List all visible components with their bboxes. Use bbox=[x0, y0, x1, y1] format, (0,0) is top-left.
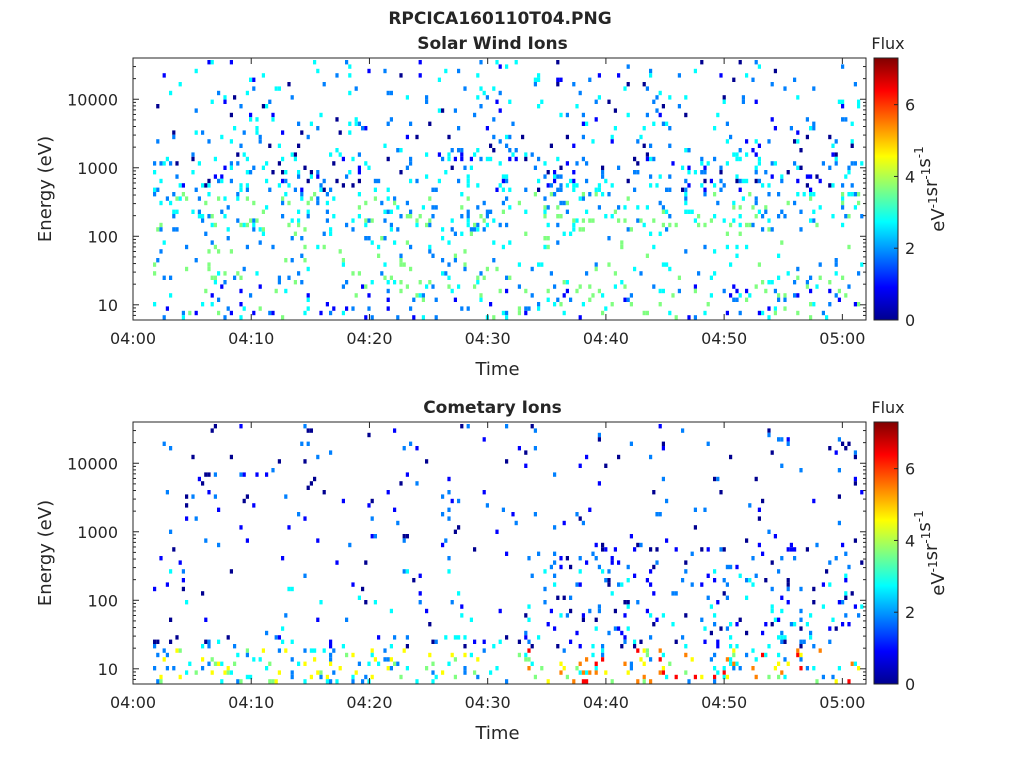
y-tick-label-1: 100 bbox=[87, 591, 118, 610]
x-tick-label-5: 04:50 bbox=[701, 693, 747, 712]
x-axis-label: Time bbox=[474, 359, 519, 380]
y-axis-label: Energy (eV) bbox=[35, 136, 56, 242]
colorbar-tick-label-3: 6 bbox=[905, 96, 915, 115]
y-tick-label-0: 10 bbox=[98, 660, 118, 679]
colorbar-label-unit: eV bbox=[928, 572, 949, 596]
colorbar-tick-label-1: 2 bbox=[905, 603, 915, 622]
colorbar bbox=[873, 57, 899, 321]
x-tick-label-4: 04:40 bbox=[583, 693, 629, 712]
x-tick-label-6: 05:00 bbox=[819, 329, 865, 348]
x-tick-label-0: 04:00 bbox=[110, 693, 156, 712]
colorbar-label-exponent: -1 bbox=[919, 532, 933, 544]
plot-area bbox=[133, 422, 866, 684]
y-tick-label-2: 1000 bbox=[77, 523, 118, 542]
colorbar-title: Flux bbox=[871, 398, 904, 417]
x-tick-label-1: 04:10 bbox=[228, 693, 274, 712]
colorbar-label-exponent: -1 bbox=[926, 196, 940, 208]
x-tick-label-3: 04:30 bbox=[465, 693, 511, 712]
y-tick-label-0: 10 bbox=[98, 296, 118, 315]
colorbar bbox=[873, 421, 899, 685]
colorbar-label-exponent: -1 bbox=[919, 168, 933, 180]
colorbar-tick-label-0: 0 bbox=[905, 311, 915, 330]
x-tick-label-2: 04:20 bbox=[346, 693, 392, 712]
axes-box bbox=[132, 57, 867, 321]
x-axis-label: Time bbox=[474, 723, 519, 744]
x-tick-label-2: 04:20 bbox=[346, 329, 392, 348]
y-tick-label-3: 10000 bbox=[67, 90, 118, 109]
heatmap-cells bbox=[153, 424, 864, 684]
panel-1: Solar Wind Ions 04:00 04:10 04:20 04:30 04:40… bbox=[35, 34, 949, 380]
colorbar-label: eV-1sr-1s-1 bbox=[912, 510, 949, 595]
colorbar-label-exponent: -1 bbox=[912, 146, 926, 158]
colorbar-tick-label-3: 6 bbox=[905, 460, 915, 479]
y-axis-label: Energy (eV) bbox=[35, 500, 56, 606]
y-tick-label-3: 10000 bbox=[67, 454, 118, 473]
axes-box bbox=[132, 421, 867, 685]
panel-title: Solar Wind Ions bbox=[417, 34, 568, 54]
plot-area bbox=[133, 58, 866, 320]
colorbar-tick-label-2: 4 bbox=[905, 531, 915, 550]
x-tick-label-3: 04:30 bbox=[465, 329, 511, 348]
colorbar-label-unit: eV bbox=[928, 208, 949, 232]
heatmap-cells bbox=[153, 60, 864, 320]
colorbar-label-exponent: -1 bbox=[926, 560, 940, 572]
colorbar-label-unit: s bbox=[914, 158, 935, 167]
colorbar-tick-label-0: 0 bbox=[905, 675, 915, 694]
colorbar-label-unit: sr bbox=[921, 543, 942, 560]
colorbar-label-exponent: -1 bbox=[912, 510, 926, 522]
y-tick-label-1: 100 bbox=[87, 227, 118, 246]
panel-title: Cometary Ions bbox=[423, 398, 562, 418]
colorbar-tick-label-1: 2 bbox=[905, 239, 915, 258]
x-tick-label-6: 05:00 bbox=[819, 693, 865, 712]
colorbar-label: eV-1sr-1s-1 bbox=[912, 146, 949, 231]
x-tick-label-0: 04:00 bbox=[110, 329, 156, 348]
y-tick-label-2: 1000 bbox=[77, 159, 118, 178]
colorbar-label-unit: s bbox=[914, 522, 935, 531]
x-tick-label-4: 04:40 bbox=[583, 329, 629, 348]
colorbar-title: Flux bbox=[871, 34, 904, 53]
x-tick-label-1: 04:10 bbox=[228, 329, 274, 348]
colorbar-tick-label-2: 4 bbox=[905, 167, 915, 186]
colorbar-label-unit: sr bbox=[921, 179, 942, 196]
x-tick-label-5: 04:50 bbox=[701, 329, 747, 348]
figure-title: RPCICA160110T04.PNG bbox=[388, 9, 611, 29]
